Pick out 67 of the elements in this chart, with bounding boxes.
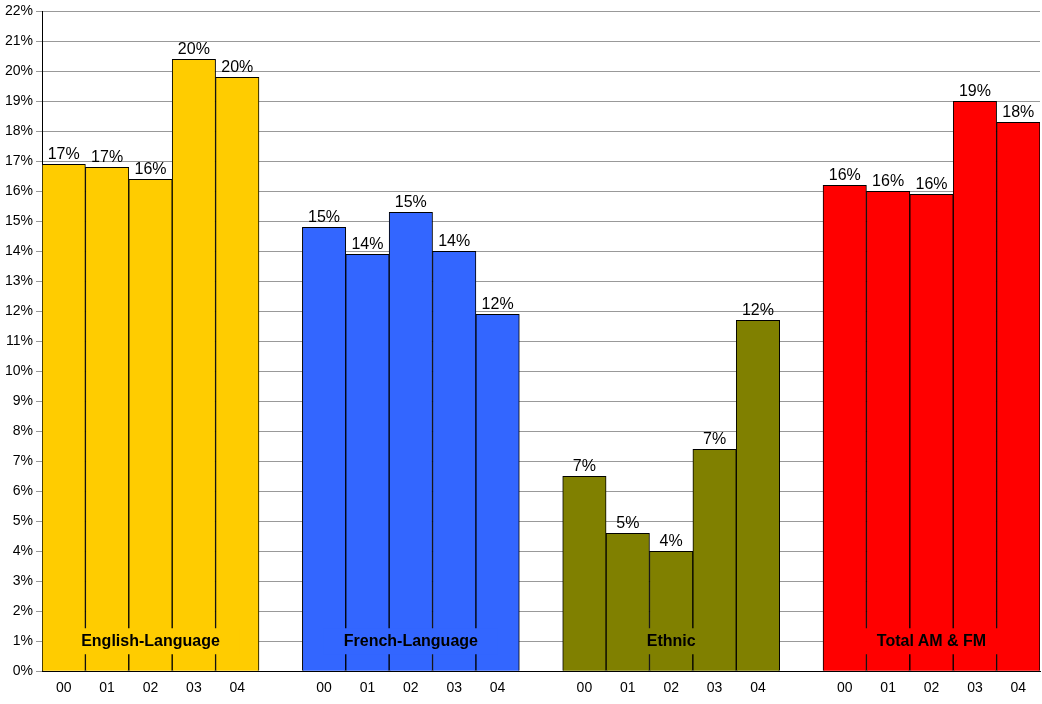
y-tick-label: 14%: [4, 242, 34, 259]
x-tick-label: 01: [359, 679, 376, 696]
x-tick-label: 02: [923, 679, 940, 696]
data-label: 5%: [616, 513, 640, 531]
y-tick-label: 20%: [4, 62, 34, 79]
x-tick-label: 04: [1010, 679, 1027, 696]
y-tick-label: 17%: [4, 152, 34, 169]
data-label: 16%: [872, 171, 905, 189]
y-tick-label: 12%: [4, 302, 34, 319]
data-label: 16%: [134, 159, 167, 177]
y-tick-label: 9%: [12, 392, 34, 409]
x-tick-label: 03: [446, 679, 463, 696]
y-tick-label: 22%: [4, 2, 34, 19]
x-tick-label: 00: [55, 679, 72, 696]
data-label: 4%: [659, 531, 683, 549]
series-label: French-Language: [343, 631, 479, 649]
x-tick-label: 01: [620, 679, 636, 696]
x-tick-label: 03: [706, 679, 723, 696]
x-tick-label: 02: [403, 679, 419, 696]
y-tick-label: 16%: [4, 182, 34, 199]
data-label: 17%: [91, 147, 124, 165]
x-tick-label: 00: [576, 679, 593, 696]
x-tick-label: 03: [186, 679, 202, 696]
y-tick-label: 15%: [4, 212, 34, 229]
data-label: 20%: [221, 57, 254, 75]
y-tick-label: 8%: [12, 422, 34, 439]
y-tick-label: 21%: [4, 32, 34, 49]
y-tick-label: 4%: [12, 542, 34, 559]
data-label: 20%: [177, 39, 210, 57]
x-tick-label: 04: [750, 679, 766, 696]
data-label: 19%: [958, 81, 991, 99]
x-tick-label: 01: [99, 679, 116, 696]
series-label: Total AM & FM: [876, 631, 987, 649]
y-tick-label: 18%: [4, 122, 34, 139]
data-label: 12%: [481, 294, 514, 312]
x-tick-label: 03: [967, 679, 983, 696]
data-label: 15%: [394, 192, 427, 210]
y-tick-label: 7%: [12, 452, 34, 469]
y-tick-label: 2%: [12, 602, 34, 619]
data-label: 16%: [828, 165, 861, 183]
y-tick-label: 6%: [12, 482, 34, 499]
series-label: Ethnic: [646, 631, 696, 649]
x-tick-label: 00: [836, 679, 853, 696]
x-tick-label: 02: [142, 679, 159, 696]
data-label: 14%: [438, 231, 471, 249]
data-label: 15%: [308, 207, 341, 225]
x-tick-label: 01: [880, 679, 897, 696]
data-label: 18%: [1002, 102, 1035, 120]
data-label: 7%: [703, 429, 727, 447]
series-label: English-Language: [81, 631, 220, 649]
y-tick-label: 19%: [4, 92, 34, 109]
x-tick-label: 04: [489, 679, 506, 696]
y-tick-label: 11%: [6, 332, 34, 349]
x-tick-label: 00: [316, 679, 333, 696]
data-label: 17%: [47, 144, 80, 162]
y-tick-label: 13%: [4, 272, 34, 289]
y-tick-label: 3%: [12, 572, 34, 589]
data-label: 14%: [351, 234, 384, 252]
y-tick-label: 1%: [12, 632, 34, 649]
y-tick-label: 0%: [12, 662, 34, 679]
y-tick-label: 10%: [4, 362, 34, 379]
y-tick-label: 5%: [12, 512, 34, 529]
x-tick-label: 04: [229, 679, 246, 696]
data-label: 12%: [741, 300, 774, 318]
x-tick-label: 02: [663, 679, 680, 696]
data-label: 16%: [915, 174, 948, 192]
data-label: 7%: [572, 456, 596, 474]
